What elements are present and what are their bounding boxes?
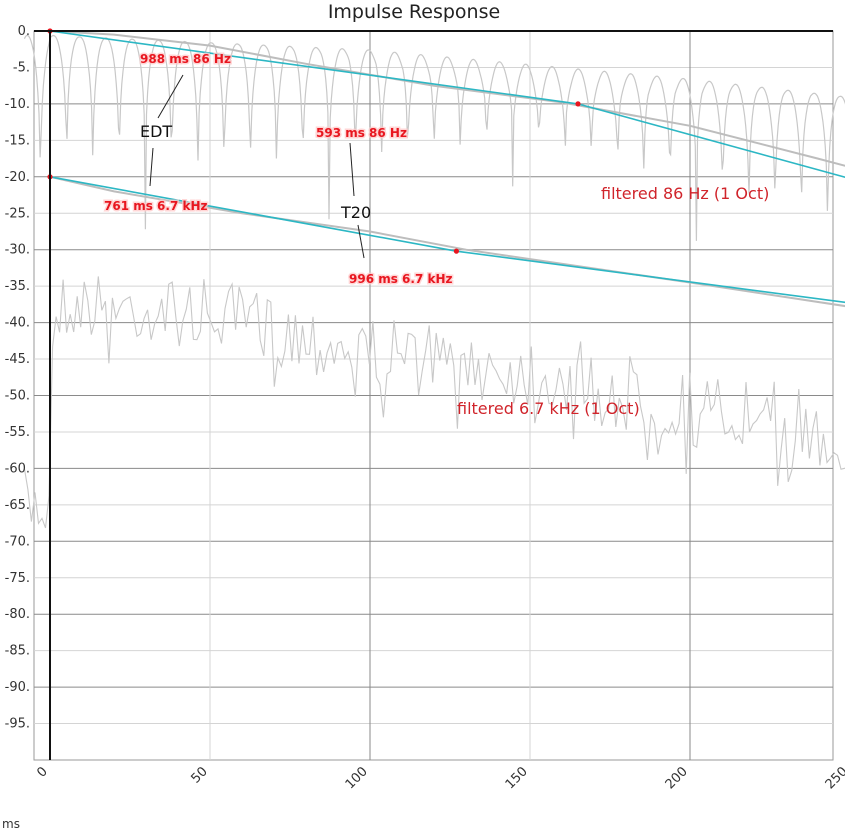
axes <box>34 30 833 760</box>
trace-86hz-raw <box>23 34 845 241</box>
y-tick-label: -65. <box>5 498 30 513</box>
fit-line-edt <box>49 30 579 105</box>
y-tick-label: -75. <box>5 571 30 586</box>
x-tick-label: 0 <box>34 764 50 780</box>
fit-line-t20 <box>577 103 845 179</box>
pointer-t20-86hz <box>349 142 355 197</box>
rt-label-edt: 761 ms 6.7 kHz <box>104 199 208 213</box>
y-tick-label: -10. <box>5 97 30 112</box>
y-tick-label: -55. <box>5 425 30 440</box>
fit-mid-marker <box>453 248 459 254</box>
series-label-6k7hz: filtered 6.7 kHz (1 Oct) <box>457 399 640 418</box>
x-tick-label: 50 <box>189 764 211 786</box>
pointer-edt-86hz <box>157 74 184 119</box>
rt-label-edt: 988 ms 86 Hz <box>140 52 231 66</box>
y-tick-label: -90. <box>5 680 30 695</box>
x-tick-label: 100 <box>343 764 371 792</box>
y-tick-label: -50. <box>5 389 30 404</box>
y-tick-label: -70. <box>5 534 30 549</box>
y-tick-label: -40. <box>5 316 30 331</box>
fit-mid-marker <box>575 101 581 107</box>
y-tick-label: -80. <box>5 607 30 622</box>
traces <box>23 30 845 529</box>
y-tick-label: -85. <box>5 644 30 659</box>
callout-edt: EDT <box>140 122 172 141</box>
y-tick-label: -25. <box>5 206 30 221</box>
annotation-labels: 988 ms 86 Hz 593 ms 86 Hz 761 ms 6.7 kHz 99… <box>103 51 770 419</box>
y-tick-label: -60. <box>5 461 30 476</box>
decay-curve-86hz <box>49 30 845 167</box>
y-tick-label: -20. <box>5 170 30 185</box>
trace-6k7hz-raw <box>23 276 845 529</box>
decay-curve-6k7hz <box>49 175 845 308</box>
rt-label-t20: 996 ms 6.7 kHz <box>349 272 453 286</box>
grid <box>33 30 834 761</box>
chart-title: Impulse Response <box>328 1 500 23</box>
y-tick-label: 0. <box>18 24 30 39</box>
y-tick-label: -45. <box>5 352 30 367</box>
fit-line-t20 <box>456 250 845 304</box>
callout-t20: T20 <box>340 203 371 222</box>
y-tick-label: -30. <box>5 243 30 258</box>
y-tick-label: -5. <box>13 60 30 75</box>
series-label-86hz: filtered 86 Hz (1 Oct) <box>601 184 769 203</box>
x-tick-label: 200 <box>663 764 691 792</box>
pointer-t20-6k7hz <box>357 224 365 259</box>
fit-lines <box>47 28 845 304</box>
pointer-edt-6k7hz <box>149 147 154 187</box>
x-tick-label: 250 <box>823 764 845 792</box>
y-tick-label: -95. <box>5 717 30 732</box>
x-tick-label: 150 <box>503 764 531 792</box>
x-axis-unit: ms <box>2 817 20 831</box>
fit-line-edt <box>49 176 457 252</box>
y-tick-label: -15. <box>5 133 30 148</box>
rt-label-t20: 593 ms 86 Hz <box>316 126 407 140</box>
y-tick-label: -35. <box>5 279 30 294</box>
